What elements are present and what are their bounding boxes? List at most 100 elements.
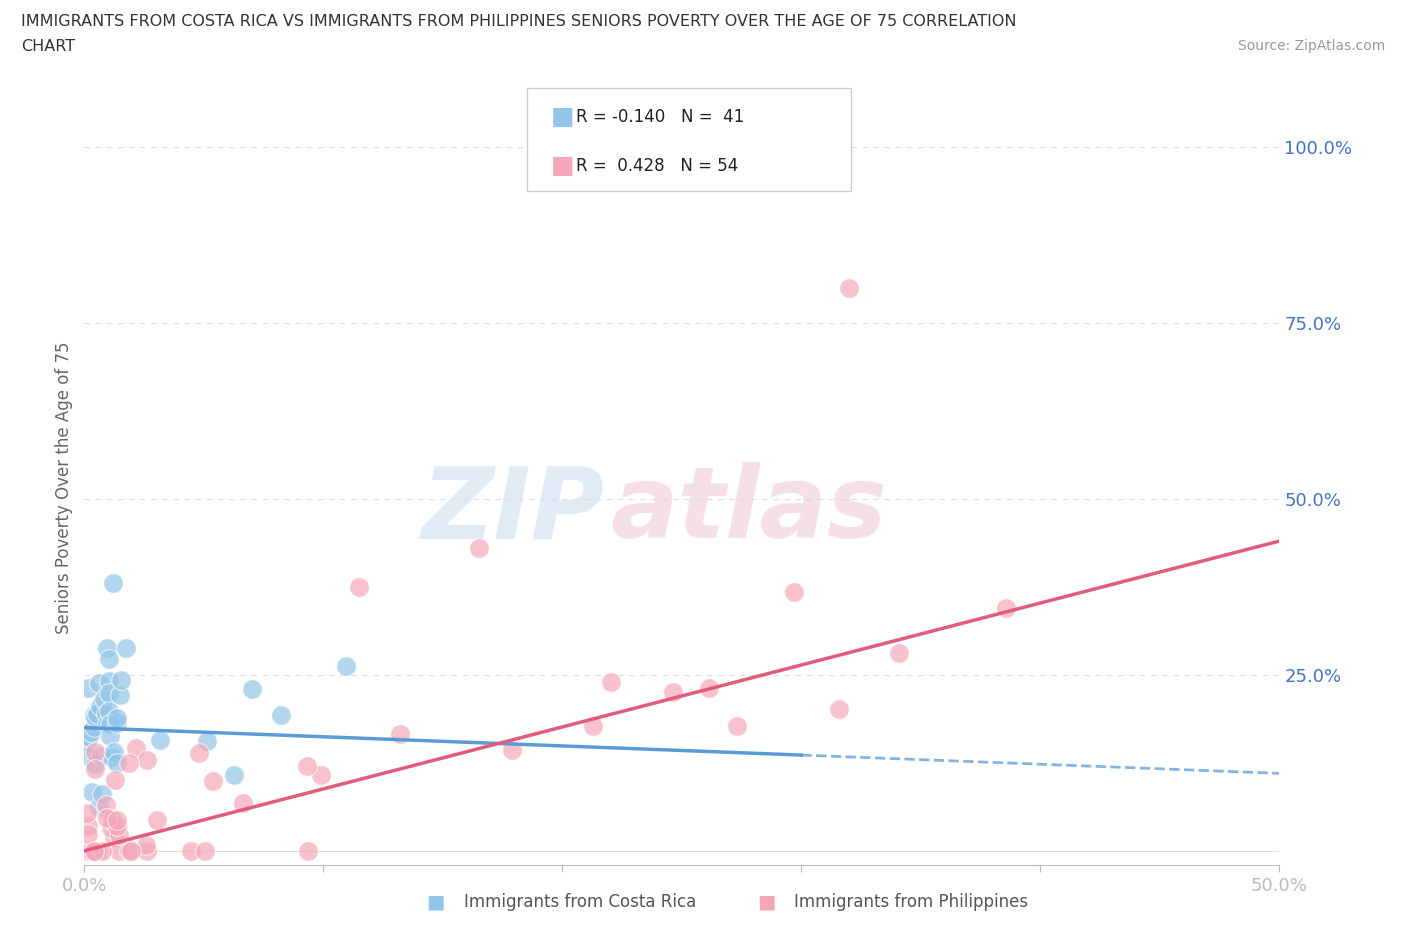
Point xyxy=(195,734,218,749)
Point xyxy=(76,827,98,842)
Point xyxy=(270,708,292,723)
Point xyxy=(125,741,148,756)
Point xyxy=(136,844,159,858)
Point xyxy=(76,734,98,749)
Point xyxy=(101,576,124,591)
Point xyxy=(84,710,107,724)
Point xyxy=(311,768,333,783)
Point xyxy=(105,711,128,725)
Point xyxy=(77,749,100,764)
Point xyxy=(83,756,105,771)
Point xyxy=(782,584,804,599)
Text: ■: ■ xyxy=(756,893,776,911)
Point xyxy=(828,701,851,716)
Text: Immigrants from Costa Rica: Immigrants from Costa Rica xyxy=(464,893,696,911)
Point xyxy=(105,813,128,828)
Point xyxy=(889,645,911,660)
Point xyxy=(91,787,114,802)
Point xyxy=(599,674,621,689)
Text: ■: ■ xyxy=(551,105,575,129)
Point xyxy=(98,685,121,700)
Point xyxy=(96,810,118,825)
Point xyxy=(96,641,118,656)
Point xyxy=(697,681,720,696)
Point xyxy=(84,744,107,759)
Point xyxy=(107,844,129,858)
Point xyxy=(838,280,860,295)
Point xyxy=(118,755,141,770)
Point xyxy=(295,758,318,773)
Text: Immigrants from Philippines: Immigrants from Philippines xyxy=(794,893,1029,911)
Point xyxy=(80,724,103,739)
Point xyxy=(349,579,371,594)
Point xyxy=(201,773,224,788)
Point xyxy=(96,716,118,731)
Point xyxy=(662,684,685,699)
Y-axis label: Seniors Poverty Over the Age of 75: Seniors Poverty Over the Age of 75 xyxy=(55,342,73,634)
Point xyxy=(97,673,120,688)
Point xyxy=(117,841,139,856)
Text: ■: ■ xyxy=(551,153,575,178)
Point xyxy=(98,729,121,744)
Point xyxy=(108,828,131,843)
Text: CHART: CHART xyxy=(21,39,75,54)
Point xyxy=(105,755,128,770)
Point xyxy=(98,703,121,718)
Point xyxy=(98,716,121,731)
Point xyxy=(135,838,157,853)
Point xyxy=(105,715,128,730)
Text: Source: ZipAtlas.com: Source: ZipAtlas.com xyxy=(1237,39,1385,53)
Point xyxy=(232,795,254,810)
Point xyxy=(149,732,172,747)
Point xyxy=(82,785,104,800)
Point xyxy=(94,798,117,813)
Point xyxy=(90,844,112,858)
Point xyxy=(389,726,412,741)
Point xyxy=(118,844,141,858)
Point xyxy=(77,819,100,834)
Text: R = -0.140   N =  41: R = -0.140 N = 41 xyxy=(576,108,745,126)
Point xyxy=(90,749,112,764)
Point xyxy=(76,805,98,820)
Point xyxy=(103,745,125,760)
Point xyxy=(103,830,125,844)
Point xyxy=(297,844,319,858)
Point xyxy=(180,844,202,858)
Point xyxy=(501,742,523,757)
Point xyxy=(335,658,357,673)
Point xyxy=(100,750,122,764)
Point xyxy=(82,844,104,858)
Point xyxy=(240,682,263,697)
Point xyxy=(87,800,110,815)
Point xyxy=(145,812,167,827)
Point xyxy=(100,820,122,835)
Point xyxy=(468,540,491,555)
Point xyxy=(108,688,131,703)
Point xyxy=(89,698,111,713)
Point xyxy=(96,707,118,722)
Point xyxy=(104,773,127,788)
Point xyxy=(83,720,105,735)
Point xyxy=(582,719,605,734)
Point xyxy=(86,844,108,858)
Point xyxy=(97,651,120,666)
Point xyxy=(101,812,124,827)
Point xyxy=(80,844,103,858)
Point xyxy=(83,844,105,858)
Point xyxy=(93,691,115,706)
Text: IMMIGRANTS FROM COSTA RICA VS IMMIGRANTS FROM PHILIPPINES SENIORS POVERTY OVER T: IMMIGRANTS FROM COSTA RICA VS IMMIGRANTS… xyxy=(21,14,1017,29)
Text: ■: ■ xyxy=(426,893,446,911)
Text: atlas: atlas xyxy=(610,462,887,559)
Point xyxy=(86,706,108,721)
Point xyxy=(725,718,748,733)
Point xyxy=(110,672,132,687)
Point xyxy=(120,844,142,858)
Point xyxy=(107,818,129,833)
Point xyxy=(83,844,105,858)
Point xyxy=(194,844,217,858)
Point xyxy=(83,708,105,723)
Point xyxy=(188,746,211,761)
Point xyxy=(222,767,245,782)
Point xyxy=(87,675,110,690)
Point xyxy=(86,844,108,858)
